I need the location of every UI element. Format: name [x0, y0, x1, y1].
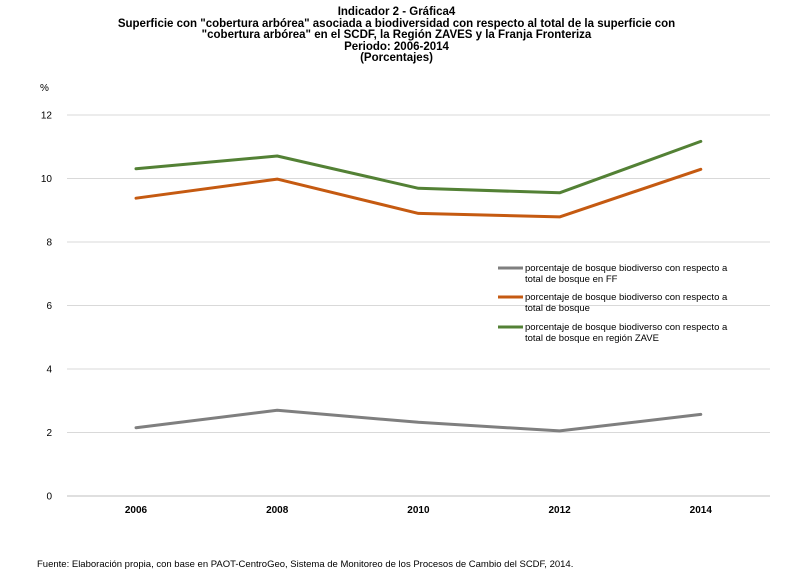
y-tick-8: 8: [46, 238, 52, 249]
y-tick-2: 2: [46, 428, 52, 439]
y-tick-6: 6: [46, 301, 52, 312]
chart-title: Indicador 2 - Gráfica4 Superficie con "c…: [0, 6, 793, 65]
legend-label-3-2: total de bosque en región ZAVE: [525, 333, 659, 344]
series-line-2: [134, 167, 703, 219]
x-tick-2008: 2008: [266, 505, 289, 516]
x-tick-2014: 2014: [690, 505, 713, 516]
x-tick-2012: 2012: [548, 505, 571, 516]
legend-label-1-1: porcentaje de bosque biodiverso con resp…: [525, 263, 728, 274]
legend-label-2-2: total de bosque: [525, 303, 590, 314]
series-line-3: [134, 139, 703, 195]
x-tick-labels: 2006 2008 2010 2012 2014: [125, 505, 712, 516]
legend-label-2-1: porcentaje de bosque biodiverso con resp…: [525, 292, 728, 303]
title-line-2: Superficie con "cobertura arbórea" asoci…: [117, 17, 676, 30]
title-line-1: Indicador 2 - Gráfica4: [337, 6, 456, 18]
legend: porcentaje de bosque biodiverso con resp…: [498, 263, 728, 344]
y-tick-4: 4: [46, 365, 52, 376]
x-tick-2006: 2006: [125, 505, 148, 516]
title-line-4: Periodo: 2006-2014: [344, 40, 449, 53]
y-axis-label: %: [40, 83, 49, 94]
legend-label-1-2: total de bosque en FF: [525, 274, 618, 285]
source-note: Fuente: Elaboración propia, con base en …: [37, 559, 574, 570]
y-tick-0: 0: [46, 492, 52, 503]
title-line-3: "cobertura arbórea" en el SCDF, la Regió…: [201, 29, 592, 41]
series-line-1: [134, 408, 703, 433]
x-tick-2010: 2010: [407, 505, 430, 516]
y-tick-labels: 0 2 4 6 8 10 12: [41, 111, 53, 503]
y-tick-10: 10: [41, 174, 53, 185]
gridlines: [67, 114, 770, 497]
title-line-5: (Porcentajes): [360, 52, 433, 64]
y-tick-12: 12: [41, 111, 53, 122]
series-lines: [134, 139, 703, 433]
legend-label-3-1: porcentaje de bosque biodiverso con resp…: [525, 322, 728, 333]
